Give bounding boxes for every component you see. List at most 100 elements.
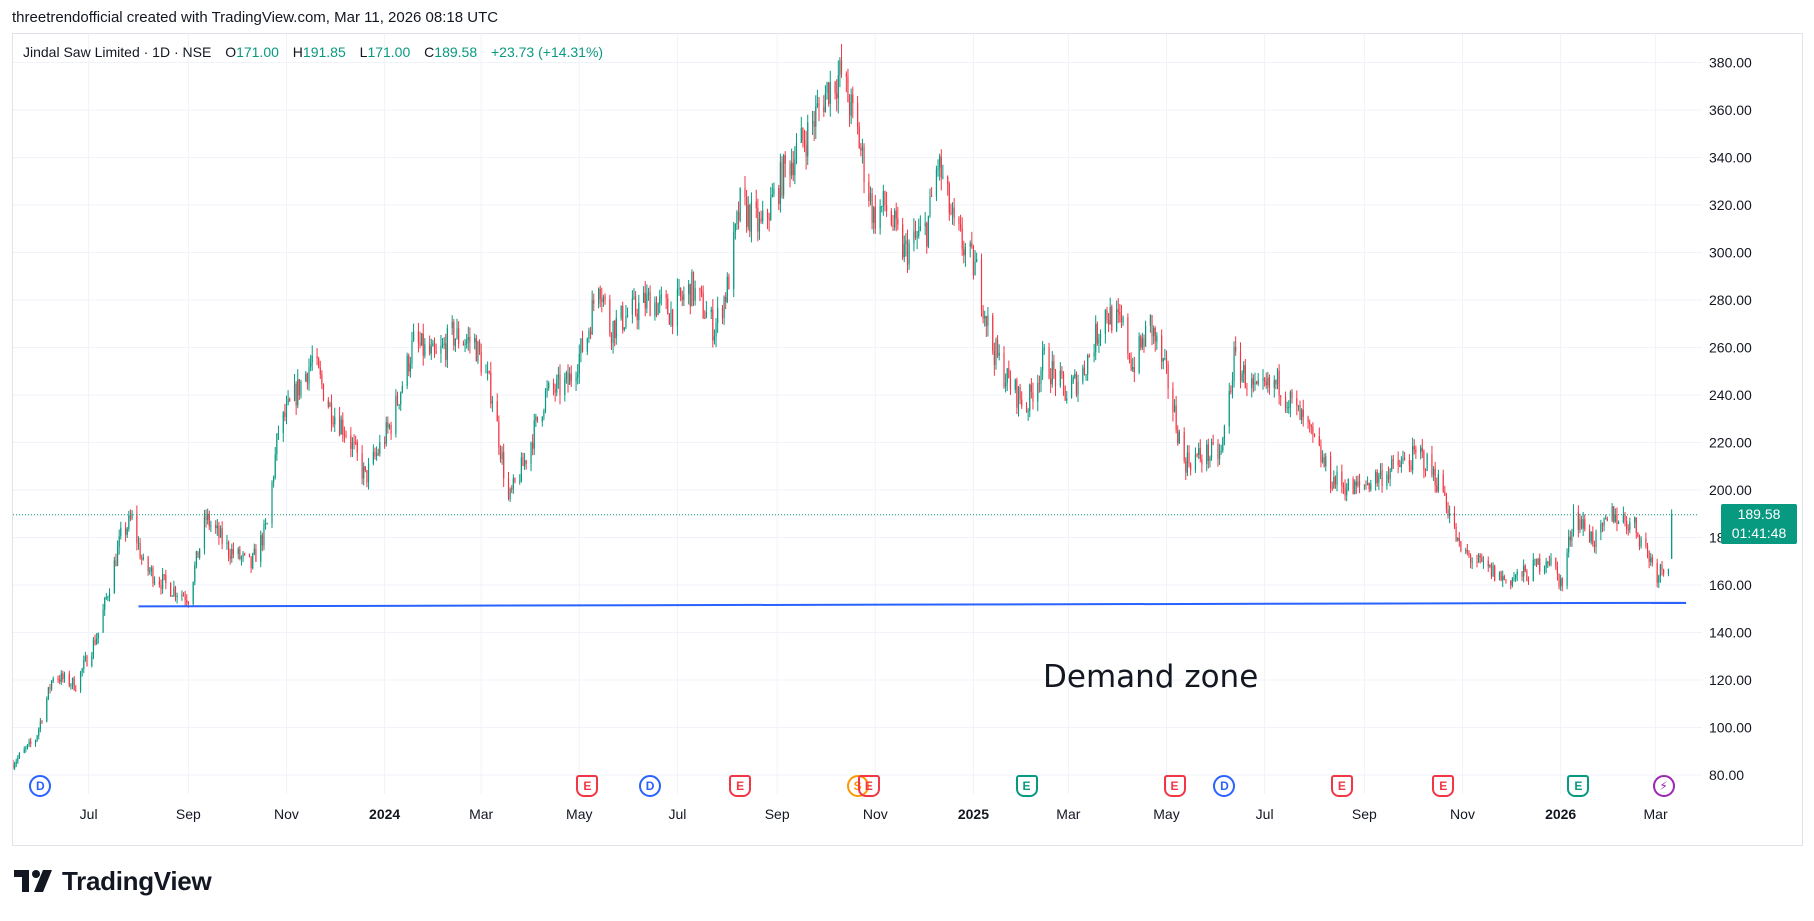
candle-body — [654, 302, 656, 317]
x-tick-label: Jul — [668, 806, 687, 822]
candle-body — [441, 344, 444, 346]
candle-body — [1579, 519, 1581, 530]
legend-low-label: L — [359, 44, 368, 60]
candle-body — [1175, 405, 1177, 430]
candle-body — [1062, 373, 1065, 386]
candle-body — [253, 548, 255, 554]
candle-body — [636, 313, 638, 321]
candle-body — [1019, 386, 1021, 400]
candle-body — [1342, 485, 1345, 488]
candle-body — [84, 656, 86, 661]
candle-body — [1545, 561, 1547, 568]
candle-body — [1186, 452, 1189, 473]
candle-body — [1177, 429, 1179, 444]
candle-body — [1162, 358, 1164, 362]
candle-body — [771, 194, 773, 198]
candle-body — [1133, 367, 1135, 373]
x-tick-label: 2026 — [1545, 806, 1577, 822]
earnings-event-icon[interactable]: E — [729, 775, 752, 797]
candle-body — [364, 466, 366, 471]
dividend-event-icon[interactable]: D — [639, 775, 662, 797]
candle-body — [1437, 474, 1439, 492]
candle-body — [1635, 517, 1637, 533]
chart-pane[interactable]: Demand zone 80.00 100.00 120.00 140.00 160.0… — [12, 33, 1803, 846]
candle-body — [1363, 484, 1365, 486]
earnings-event-icon[interactable]: E — [576, 775, 599, 797]
candle-body — [1038, 383, 1041, 385]
candle-body — [384, 442, 386, 444]
candle-body — [689, 284, 691, 307]
y-tick-label: 280.00 — [1709, 292, 1752, 308]
candle-body — [784, 155, 786, 164]
candle-body — [1127, 317, 1129, 354]
candle-body — [586, 338, 588, 352]
candle-body — [435, 351, 437, 354]
candle-body — [1267, 377, 1269, 386]
candle-body — [104, 598, 106, 610]
earnings-event-icon[interactable]: E — [1432, 775, 1455, 797]
candle-body — [1075, 373, 1078, 395]
earnings-event-icon[interactable]: E — [1330, 775, 1353, 797]
candle-body — [293, 383, 296, 401]
candle-body — [1222, 438, 1224, 451]
candle-body — [828, 82, 830, 104]
candle-body — [163, 574, 165, 576]
candle-body — [704, 317, 706, 319]
candle-body — [665, 294, 667, 299]
demand-zone-label[interactable]: Demand zone — [1043, 659, 1258, 695]
candle-body — [396, 395, 399, 405]
split-event-icon[interactable]: ⚡ — [1652, 775, 1675, 797]
candle-body — [1030, 384, 1032, 393]
y-tick-label: 200.00 — [1709, 482, 1752, 498]
candle-body — [252, 553, 254, 569]
candle-body — [717, 308, 719, 323]
candle-body — [153, 581, 156, 584]
price-axis[interactable]: 80.00100.00120.00140.00160.00180.00200.0… — [1709, 55, 1752, 784]
candle-body — [248, 553, 251, 557]
candle-body — [277, 433, 280, 435]
candle-body — [836, 93, 838, 99]
support-trendline[interactable] — [138, 601, 1687, 608]
dividend-event-icon[interactable]: D — [1213, 775, 1236, 797]
candle-body — [129, 515, 132, 519]
earnings-event-icon[interactable]: E — [1567, 775, 1590, 797]
candle-body — [1561, 578, 1563, 586]
candle-body — [1183, 432, 1185, 461]
candle-body — [873, 207, 875, 223]
legend-symbol[interactable]: Jindal Saw Limited · 1D · NSE — [23, 44, 212, 60]
candle-body — [1453, 513, 1456, 527]
candle-body — [1167, 364, 1169, 389]
candle-body — [1246, 387, 1248, 389]
candle-body — [1524, 565, 1526, 572]
earnings-event-icon[interactable]: E — [1015, 775, 1038, 797]
candle-body — [1032, 392, 1034, 402]
candle-body — [1379, 470, 1382, 476]
x-tick-label: May — [1153, 806, 1180, 822]
price-chart[interactable]: Demand zone 80.00 100.00 120.00 140.00 160.0… — [13, 34, 1802, 845]
earnings-event-icon[interactable]: E — [1163, 775, 1186, 797]
candle-body — [1122, 317, 1124, 323]
candle-body — [108, 593, 111, 597]
candle-body — [295, 383, 297, 406]
dividend-event-icon[interactable]: D — [29, 775, 52, 797]
candle-body — [826, 82, 828, 93]
candle-body — [649, 292, 651, 317]
candle-body — [768, 217, 770, 220]
candle-body — [1436, 485, 1438, 492]
candle-body — [1116, 309, 1118, 331]
candle-body — [1231, 380, 1234, 392]
earnings-event-icon[interactable]: E — [857, 775, 880, 797]
candle-body — [186, 600, 188, 603]
candle-body — [1412, 446, 1414, 471]
candle-body — [316, 355, 318, 359]
candle-body — [1233, 346, 1235, 381]
candle-body — [96, 638, 98, 645]
candle-body — [805, 144, 807, 157]
candle-body — [931, 195, 933, 197]
candle-body — [184, 596, 186, 601]
candle-body — [1307, 416, 1309, 423]
candle-body — [1589, 529, 1591, 542]
candle-body — [1445, 495, 1448, 510]
split-event-icon[interactable]: S — [846, 775, 869, 797]
candle-body — [766, 210, 769, 218]
